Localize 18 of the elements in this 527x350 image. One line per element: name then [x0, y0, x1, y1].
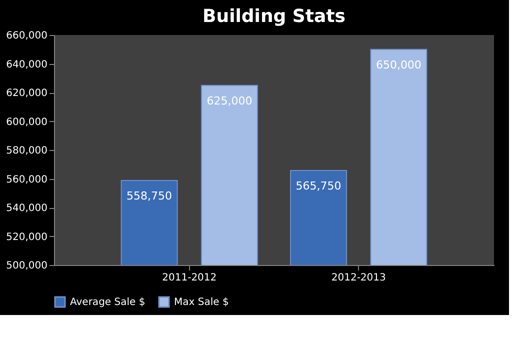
legend-label: Max Sale $: [174, 297, 229, 308]
data-label: 558,750: [126, 190, 172, 203]
y-tick-label: 560,000: [6, 174, 48, 186]
data-label: 625,000: [206, 94, 252, 108]
x-tick-label: 2012-2013: [331, 272, 386, 284]
y-tick-label: 660,000: [6, 30, 48, 42]
x-tick-label: 2011-2012: [162, 272, 217, 284]
y-tick-label: 520,000: [6, 232, 48, 243]
data-label: 650,000: [376, 58, 422, 72]
y-tick-label: 620,000: [6, 88, 48, 99]
legend-label: Average Sale $: [70, 297, 146, 308]
chart-title: Building Stats: [202, 6, 346, 27]
y-tick-label: 500,000: [6, 260, 48, 272]
y-tick-label: 640,000: [6, 59, 48, 70]
y-tick-label: 540,000: [6, 203, 48, 214]
y-tick-label: 600,000: [6, 116, 48, 128]
y-tick-label: 580,000: [6, 146, 48, 156]
data-label: 565,750: [296, 179, 342, 192]
